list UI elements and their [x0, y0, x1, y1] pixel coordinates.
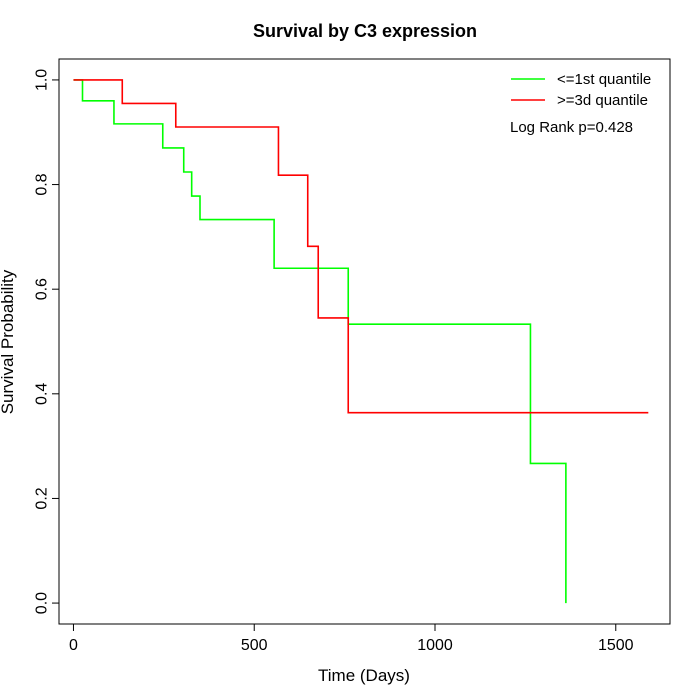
- y-tick-label: 0.4: [34, 383, 51, 405]
- legend-label-series-1: <=1st quantile: [557, 71, 651, 88]
- x-tick-label: 500: [241, 637, 268, 654]
- survival-curve-series-2: [73, 79, 649, 414]
- y-tick-label: 0.8: [34, 173, 51, 195]
- x-axis: 0 500 1000 1500: [69, 623, 634, 654]
- legend-label-series-2: >=3d quantile: [557, 92, 648, 109]
- y-tick-label: 1.0: [34, 69, 51, 91]
- x-tick-label: 0: [69, 637, 78, 654]
- plot-frame: [58, 58, 671, 625]
- series-layer: [73, 79, 649, 604]
- survival-curve-series-1: [73, 79, 567, 604]
- chart-title: Survival by C3 expression: [253, 21, 477, 41]
- y-tick-label: 0.2: [34, 487, 51, 509]
- y-axis: 0.0 0.2 0.4 0.6 0.8 1.0: [34, 69, 60, 614]
- x-axis-label: Time (Days): [318, 666, 410, 685]
- y-tick-label: 0.6: [34, 278, 51, 300]
- y-axis-label: Survival Probability: [0, 269, 17, 414]
- log-rank-annotation: Log Rank p=0.428: [510, 119, 633, 136]
- y-tick-label: 0.0: [34, 592, 51, 614]
- x-tick-label: 1500: [598, 637, 634, 654]
- x-tick-label: 1000: [417, 637, 453, 654]
- legend: <=1st quantile >=3d quantile: [511, 71, 651, 109]
